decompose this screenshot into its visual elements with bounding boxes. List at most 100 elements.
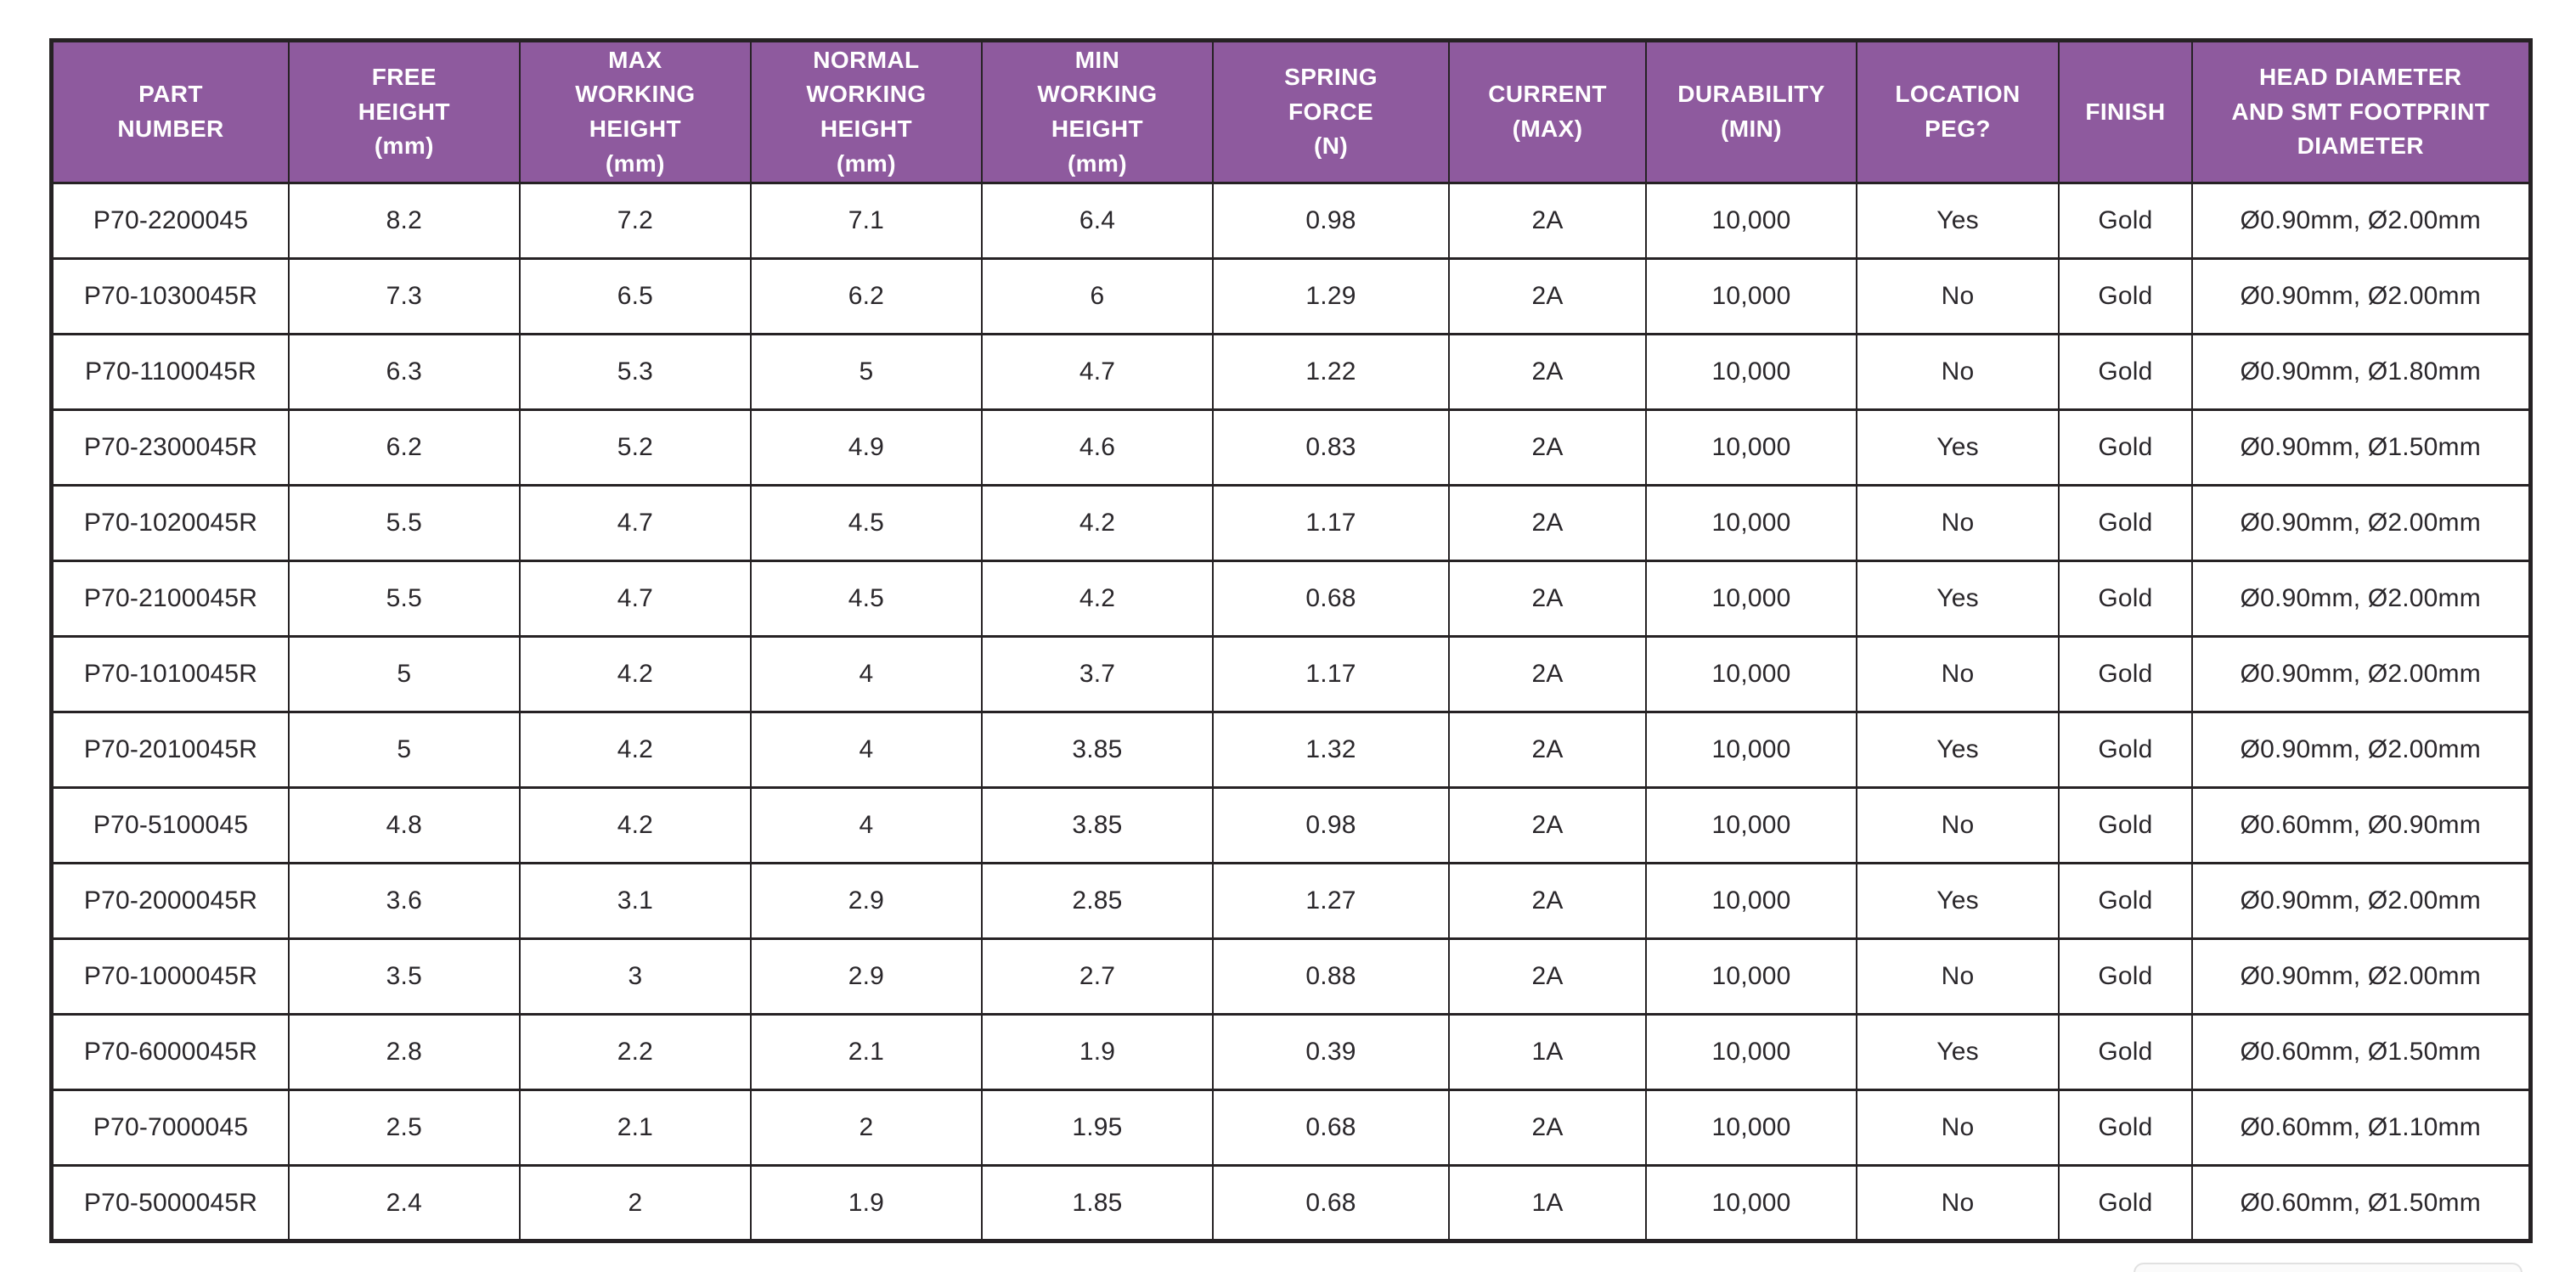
data-cell: Yes <box>1855 1013 2060 1091</box>
column-header-9: LOCATION PEG? <box>1855 39 2060 184</box>
data-cell: 1.32 <box>1212 711 1450 789</box>
part-number-cell: P70-2300045R <box>50 408 290 487</box>
data-cell: 5 <box>750 333 983 411</box>
data-cell: 10,000 <box>1645 408 1857 487</box>
data-cell: 5.2 <box>518 408 753 487</box>
data-cell: 0.88 <box>1212 937 1450 1016</box>
data-cell: Yes <box>1855 182 2060 260</box>
data-cell: No <box>1855 937 2060 1016</box>
data-cell: 7.1 <box>750 182 983 260</box>
data-cell: 1A <box>1447 1013 1648 1091</box>
part-number-cell: P70-2000045R <box>50 862 290 940</box>
data-cell: 2A <box>1447 408 1648 487</box>
data-cell: Ø0.60mm, Ø0.90mm <box>2190 786 2532 864</box>
part-number-cell: P70-2200045 <box>50 182 290 260</box>
data-cell: 5 <box>288 635 521 713</box>
part-number-cell: P70-6000045R <box>50 1013 290 1091</box>
data-cell: 1.27 <box>1212 862 1450 940</box>
data-cell: No <box>1855 484 2060 562</box>
data-cell: 0.68 <box>1212 560 1450 638</box>
column-header-4: NORMAL WORKING HEIGHT (mm) <box>750 39 983 184</box>
data-cell: 10,000 <box>1645 1164 1857 1242</box>
data-cell: 10,000 <box>1645 786 1857 864</box>
data-cell: Ø0.90mm, Ø2.00mm <box>2190 182 2532 260</box>
data-cell: No <box>1855 333 2060 411</box>
data-cell: 1.29 <box>1212 257 1450 335</box>
data-cell: 10,000 <box>1645 333 1857 411</box>
data-cell: 10,000 <box>1645 635 1857 713</box>
data-cell: 2A <box>1447 635 1648 713</box>
table-row-14: P70-5000045R 2.4 2 1.9 1.85 0.68 1A 10,000 No Gol… <box>50 1164 2532 1242</box>
data-cell: 1.85 <box>980 1164 1215 1242</box>
data-cell: 4.2 <box>518 711 753 789</box>
column-header-6: SPRING FORCE (N) <box>1212 39 1450 184</box>
data-cell: 4.9 <box>750 408 983 487</box>
data-cell: 0.98 <box>1212 182 1450 260</box>
data-cell: Ø0.90mm, Ø2.00mm <box>2190 257 2532 335</box>
data-cell: Ø0.60mm, Ø1.10mm <box>2190 1089 2532 1167</box>
data-cell: 2A <box>1447 257 1648 335</box>
table-row-8: P70-2010045R 5 4.2 4 3.85 1.32 2A 10,000 Yes Gold… <box>50 711 2532 789</box>
data-cell: Yes <box>1855 862 2060 940</box>
data-cell: 6.2 <box>288 408 521 487</box>
data-cell: 10,000 <box>1645 257 1857 335</box>
data-cell: Ø0.90mm, Ø1.80mm <box>2190 333 2532 411</box>
data-cell: 1.95 <box>980 1089 1215 1167</box>
data-cell: No <box>1855 1089 2060 1167</box>
data-cell: 2 <box>518 1164 753 1242</box>
data-cell: 4 <box>750 786 983 864</box>
table-row-12: P70-6000045R 2.8 2.2 2.1 1.9 0.39 1A 10,000 Yes G… <box>50 1013 2532 1091</box>
data-cell: 6.2 <box>750 257 983 335</box>
data-cell: Gold <box>2058 484 2193 562</box>
table-row-3: P70-1100045R 6.3 5.3 5 4.7 1.22 2A 10,000 No Gold… <box>50 333 2532 411</box>
part-number-cell: P70-2010045R <box>50 711 290 789</box>
data-cell: 10,000 <box>1645 560 1857 638</box>
data-cell: 1.9 <box>980 1013 1215 1091</box>
data-cell: Gold <box>2058 333 2193 411</box>
table-row-13: P70-7000045 2.5 2.1 2 1.95 0.68 2A 10,000 No Gold… <box>50 1089 2532 1167</box>
data-cell: 5.5 <box>288 560 521 638</box>
part-number-cell: P70-1010045R <box>50 635 290 713</box>
data-cell: 5.3 <box>518 333 753 411</box>
data-cell: 2A <box>1447 786 1648 864</box>
data-cell: 3.6 <box>288 862 521 940</box>
part-number-cell: P70-1020045R <box>50 484 290 562</box>
data-cell: Gold <box>2058 635 2193 713</box>
data-cell: 5 <box>288 711 521 789</box>
data-cell: 10,000 <box>1645 484 1857 562</box>
data-cell: 4 <box>750 711 983 789</box>
data-cell: 4.7 <box>980 333 1215 411</box>
data-cell: 4.5 <box>750 484 983 562</box>
column-header-5: MIN WORKING HEIGHT (mm) <box>980 39 1215 184</box>
data-cell: 3.1 <box>518 862 753 940</box>
column-header-2: FREE HEIGHT (mm) <box>288 39 521 184</box>
data-cell: 4.2 <box>518 635 753 713</box>
data-cell: 2 <box>750 1089 983 1167</box>
data-cell: 2.7 <box>980 937 1215 1016</box>
data-cell: 3 <box>518 937 753 1016</box>
data-cell: 4.7 <box>518 560 753 638</box>
data-cell: 1.9 <box>750 1164 983 1242</box>
part-number-cell: P70-1100045R <box>50 333 290 411</box>
data-cell: Gold <box>2058 786 2193 864</box>
data-cell: Gold <box>2058 408 2193 487</box>
data-cell: Gold <box>2058 1013 2193 1091</box>
data-cell: 10,000 <box>1645 862 1857 940</box>
data-cell: 2A <box>1447 711 1648 789</box>
data-cell: No <box>1855 635 2060 713</box>
data-cell: 10,000 <box>1645 711 1857 789</box>
part-number-cell: P70-5100045 <box>50 786 290 864</box>
data-cell: Ø0.60mm, Ø1.50mm <box>2190 1164 2532 1242</box>
data-cell: 6 <box>980 257 1215 335</box>
column-header-1: PART NUMBER <box>50 39 290 184</box>
data-cell: Gold <box>2058 182 2193 260</box>
data-cell: 4.5 <box>750 560 983 638</box>
data-cell: 2.8 <box>288 1013 521 1091</box>
data-cell: 1A <box>1447 1164 1648 1242</box>
data-cell: 2.9 <box>750 937 983 1016</box>
data-cell: 1.22 <box>1212 333 1450 411</box>
header-row: PART NUMBER FREE HEIGHT (mm) MAX WORKING H… <box>50 39 2532 184</box>
table-row-2: P70-1030045R 7.3 6.5 6.2 6 1.29 2A 10,000 No Gold… <box>50 257 2532 335</box>
data-cell: 6.3 <box>288 333 521 411</box>
